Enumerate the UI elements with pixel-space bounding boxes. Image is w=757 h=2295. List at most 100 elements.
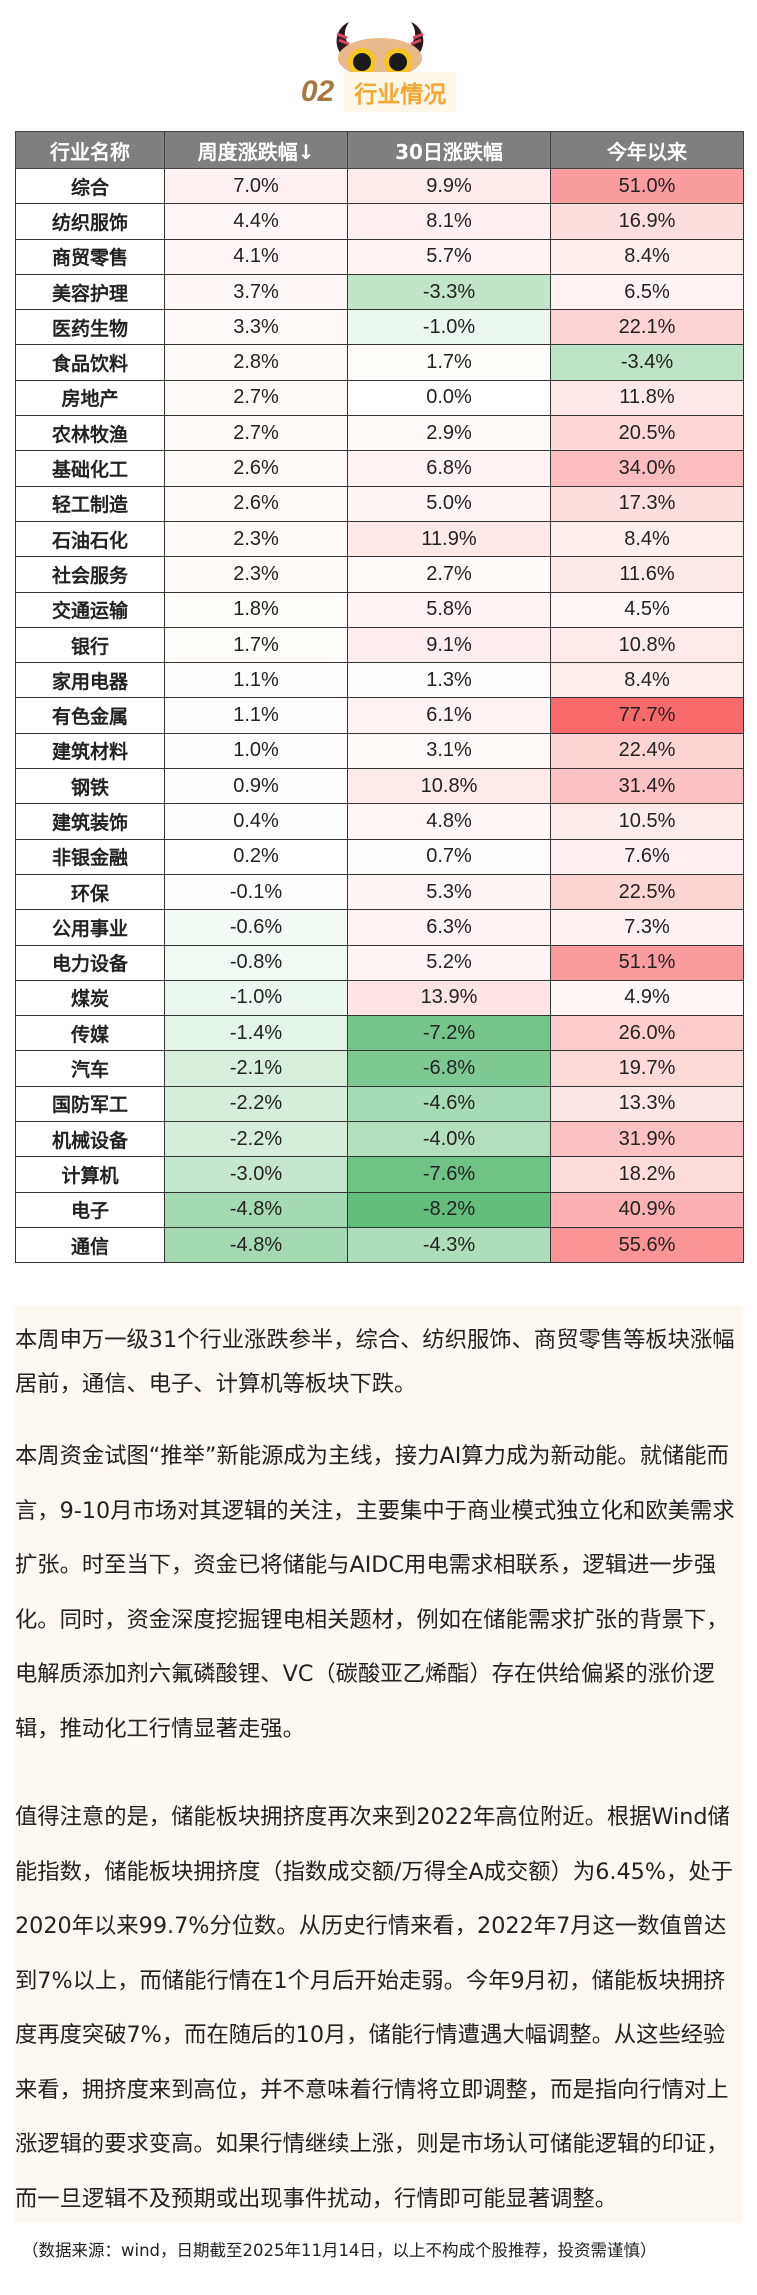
ytd-change-cell: 40.9% (550, 1191, 744, 1228)
30day-change-cell: 1.7% (347, 344, 551, 381)
table-row: 传媒 -1.4% -7.2% 26.0% (15, 1015, 744, 1052)
weekly-change-cell: 1.1% (164, 697, 348, 734)
table-row: 轻工制造 2.6% 5.0% 17.3% (15, 485, 744, 522)
industry-name-cell: 煤炭 (15, 979, 165, 1017)
weekly-change-cell: 2.3% (164, 520, 348, 558)
industry-name-cell: 汽车 (15, 1050, 165, 1087)
30day-change-cell: -4.6% (347, 1085, 551, 1123)
30day-change-cell: -4.0% (347, 1121, 551, 1158)
weekly-change-cell: 1.1% (164, 662, 348, 699)
30day-change-cell: 13.9% (347, 979, 551, 1017)
30day-change-cell: 5.2% (347, 944, 551, 981)
30day-change-cell: 6.3% (347, 909, 551, 946)
industry-name-cell: 机械设备 (15, 1121, 165, 1158)
industry-name-cell: 电子 (15, 1191, 165, 1228)
30day-change-cell: 2.9% (347, 415, 551, 452)
paragraph-summary: 本周申万一级31个行业涨跌参半，综合、纺织服饰、商贸零售等板块涨幅居前，通信、电… (15, 1327, 735, 1397)
ytd-change-cell: 22.5% (550, 873, 744, 911)
30day-change-cell: -7.2% (347, 1015, 551, 1052)
table-row: 电子 -4.8% -8.2% 40.9% (15, 1191, 744, 1228)
table-row: 纺织服饰 4.4% 8.1% 16.9% (15, 203, 744, 240)
industry-name-cell: 建筑材料 (15, 732, 165, 770)
ytd-change-cell: 34.0% (550, 450, 744, 487)
table-row: 综合 7.0% 9.9% 51.0% (15, 167, 744, 205)
table-row: 社会服务 2.3% 2.7% 11.6% (15, 556, 744, 593)
table-row: 家用电器 1.1% 1.3% 8.4% (15, 662, 744, 699)
ytd-change-cell: 18.2% (550, 1156, 744, 1193)
weekly-change-cell: 1.0% (164, 732, 348, 770)
industry-name-cell: 非银金融 (15, 838, 165, 875)
industry-name-cell: 环保 (15, 873, 165, 911)
ytd-change-cell: 19.7% (550, 1050, 744, 1087)
industry-name-cell: 国防军工 (15, 1085, 165, 1123)
section-number: 02 (300, 75, 335, 108)
30day-change-cell: -8.2% (347, 1191, 551, 1228)
30day-change-cell: 0.7% (347, 838, 551, 875)
table-row: 房地产 2.7% 0.0% 11.8% (15, 379, 744, 417)
table-row: 通信 -4.8% -4.3% 55.6% (15, 1226, 744, 1264)
commentary-box (15, 1306, 743, 2223)
weekly-change-cell: 1.8% (164, 591, 348, 628)
weekly-change-cell: -2.1% (164, 1050, 348, 1087)
table-row: 建筑材料 1.0% 3.1% 22.4% (15, 732, 744, 770)
industry-name-cell: 计算机 (15, 1156, 165, 1193)
table-row: 银行 1.7% 9.1% 10.8% (15, 626, 744, 664)
30day-change-cell: 1.3% (347, 662, 551, 699)
header-ytd-change[interactable]: 今年以来 (550, 131, 744, 169)
ytd-change-cell: 8.4% (550, 662, 744, 699)
30day-change-cell: 5.0% (347, 485, 551, 522)
ytd-change-cell: 51.0% (550, 167, 744, 205)
table-row: 计算机 -3.0% -7.6% 18.2% (15, 1156, 744, 1193)
30day-change-cell: 11.9% (347, 520, 551, 558)
weekly-change-cell: 2.7% (164, 415, 348, 452)
30day-change-cell: 5.8% (347, 591, 551, 628)
30day-change-cell: 9.9% (347, 167, 551, 205)
industry-name-cell: 农林牧渔 (15, 415, 165, 452)
30day-change-cell: 4.8% (347, 803, 551, 840)
industry-name-cell: 纺织服饰 (15, 203, 165, 240)
table-row: 机械设备 -2.2% -4.0% 31.9% (15, 1121, 744, 1158)
ytd-change-cell: 6.5% (550, 273, 744, 311)
table-row: 环保 -0.1% 5.3% 22.5% (15, 873, 744, 911)
weekly-change-cell: -0.1% (164, 873, 348, 911)
weekly-change-cell: 0.4% (164, 803, 348, 840)
table-row: 食品饮料 2.8% 1.7% -3.4% (15, 344, 744, 381)
30day-change-cell: 5.3% (347, 873, 551, 911)
industry-name-cell: 通信 (15, 1226, 165, 1264)
industry-name-cell: 钢铁 (15, 768, 165, 805)
header-weekly-change[interactable]: 周度涨跌幅↓ (164, 131, 348, 169)
table-row: 国防军工 -2.2% -4.6% 13.3% (15, 1085, 744, 1123)
30day-change-cell: 8.1% (347, 203, 551, 240)
weekly-change-cell: 0.2% (164, 838, 348, 875)
weekly-change-cell: -2.2% (164, 1085, 348, 1123)
header-30day-change[interactable]: 30日涨跌幅 (347, 131, 551, 169)
weekly-change-cell: -0.6% (164, 909, 348, 946)
table-row: 煤炭 -1.0% 13.9% 4.9% (15, 979, 744, 1017)
ytd-change-cell: 8.4% (550, 238, 744, 275)
weekly-change-cell: -3.0% (164, 1156, 348, 1193)
weekly-change-cell: 4.1% (164, 238, 348, 275)
ytd-change-cell: 4.5% (550, 591, 744, 628)
ytd-change-cell: 77.7% (550, 697, 744, 734)
ytd-change-cell: 31.4% (550, 768, 744, 805)
ytd-change-cell: 4.9% (550, 979, 744, 1017)
industry-name-cell: 交通运输 (15, 591, 165, 628)
ytd-change-cell: 51.1% (550, 944, 744, 981)
ytd-change-cell: 31.9% (550, 1121, 744, 1158)
header-industry[interactable]: 行业名称 (15, 131, 165, 169)
industry-name-cell: 基础化工 (15, 450, 165, 487)
ytd-change-cell: 22.4% (550, 732, 744, 770)
ytd-change-cell: 20.5% (550, 415, 744, 452)
table-row: 有色金属 1.1% 6.1% 77.7% (15, 697, 744, 734)
industry-name-cell: 传媒 (15, 1015, 165, 1052)
table-row: 电力设备 -0.8% 5.2% 51.1% (15, 944, 744, 981)
industry-name-cell: 建筑装饰 (15, 803, 165, 840)
industry-name-cell: 电力设备 (15, 944, 165, 981)
industry-name-cell: 综合 (15, 167, 165, 205)
ytd-change-cell: 13.3% (550, 1085, 744, 1123)
weekly-change-cell: 2.6% (164, 485, 348, 522)
section-title: 行业情况 (344, 72, 457, 112)
weekly-change-cell: 3.3% (164, 309, 348, 346)
weekly-change-cell: -4.8% (164, 1226, 348, 1264)
table-row: 基础化工 2.6% 6.8% 34.0% (15, 450, 744, 487)
